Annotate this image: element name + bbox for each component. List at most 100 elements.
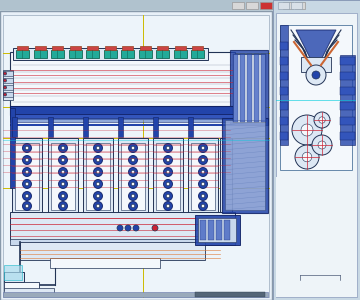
Circle shape — [163, 202, 172, 211]
Bar — [20, 242, 205, 260]
Bar — [280, 57, 288, 65]
Circle shape — [163, 143, 172, 152]
Bar — [10, 212, 235, 240]
Circle shape — [306, 65, 326, 85]
Circle shape — [129, 167, 138, 176]
Circle shape — [61, 158, 65, 162]
Bar — [4, 272, 24, 282]
Circle shape — [58, 143, 68, 152]
Circle shape — [94, 191, 103, 200]
Bar — [69, 46, 81, 50]
Bar — [87, 46, 98, 50]
Bar — [3, 78, 13, 83]
Bar — [246, 2, 258, 9]
Bar — [4, 265, 22, 280]
Bar — [340, 87, 355, 95]
Circle shape — [96, 146, 100, 150]
Circle shape — [58, 179, 68, 188]
Circle shape — [58, 167, 68, 176]
Bar — [48, 138, 78, 213]
Circle shape — [25, 158, 29, 162]
Circle shape — [131, 182, 135, 186]
Circle shape — [129, 143, 138, 152]
Bar — [121, 50, 134, 58]
Bar — [153, 138, 183, 213]
Circle shape — [129, 155, 138, 164]
Bar — [340, 132, 355, 140]
Bar — [208, 220, 214, 240]
Bar — [191, 143, 215, 210]
Circle shape — [312, 135, 332, 155]
Bar — [280, 72, 288, 80]
Bar — [233, 54, 238, 122]
Circle shape — [22, 143, 32, 152]
Bar — [51, 143, 75, 210]
Bar — [3, 15, 269, 297]
Bar — [291, 2, 302, 9]
Circle shape — [96, 204, 100, 208]
Bar — [86, 50, 99, 58]
Bar — [51, 50, 64, 58]
Circle shape — [201, 158, 205, 162]
Circle shape — [22, 191, 32, 200]
Circle shape — [4, 79, 6, 82]
Circle shape — [198, 143, 207, 152]
Bar — [240, 54, 245, 122]
Circle shape — [201, 194, 205, 198]
Circle shape — [198, 155, 207, 164]
Circle shape — [22, 202, 32, 211]
Bar — [280, 25, 352, 170]
Circle shape — [201, 182, 205, 186]
Bar — [225, 120, 265, 210]
Bar — [191, 50, 204, 58]
Circle shape — [129, 202, 138, 211]
Bar — [280, 42, 288, 50]
Circle shape — [198, 191, 207, 200]
Circle shape — [133, 225, 139, 231]
Bar — [33, 50, 46, 58]
Circle shape — [166, 204, 170, 208]
Bar — [340, 55, 355, 145]
Bar — [10, 118, 235, 122]
Circle shape — [131, 194, 135, 198]
Bar — [10, 106, 235, 115]
Bar — [104, 50, 117, 58]
Bar — [139, 50, 152, 58]
Bar — [200, 220, 206, 240]
Bar — [13, 48, 208, 60]
Bar — [157, 46, 168, 50]
Bar — [10, 124, 235, 126]
Bar — [0, 11, 272, 300]
Circle shape — [96, 182, 100, 186]
Bar — [278, 2, 289, 9]
Circle shape — [198, 179, 207, 188]
Bar — [280, 102, 288, 110]
Bar — [10, 114, 235, 119]
Circle shape — [163, 179, 172, 188]
Bar — [280, 25, 288, 145]
Bar — [340, 102, 355, 110]
Circle shape — [166, 182, 170, 186]
Circle shape — [4, 86, 6, 89]
Bar — [301, 57, 331, 72]
Bar — [121, 143, 145, 210]
Bar — [340, 72, 355, 80]
Bar — [15, 143, 39, 210]
Bar — [295, 2, 305, 9]
Circle shape — [25, 146, 29, 150]
Bar — [4, 282, 39, 290]
Circle shape — [314, 112, 330, 128]
Circle shape — [129, 179, 138, 188]
Circle shape — [318, 141, 326, 149]
Bar — [50, 258, 160, 268]
Bar — [195, 215, 240, 245]
Circle shape — [22, 179, 32, 188]
Bar — [52, 46, 63, 50]
Bar — [224, 220, 230, 240]
Bar — [118, 138, 148, 213]
Circle shape — [61, 170, 65, 174]
Bar — [48, 117, 53, 137]
Circle shape — [201, 204, 205, 208]
Circle shape — [96, 194, 100, 198]
Circle shape — [94, 143, 103, 152]
